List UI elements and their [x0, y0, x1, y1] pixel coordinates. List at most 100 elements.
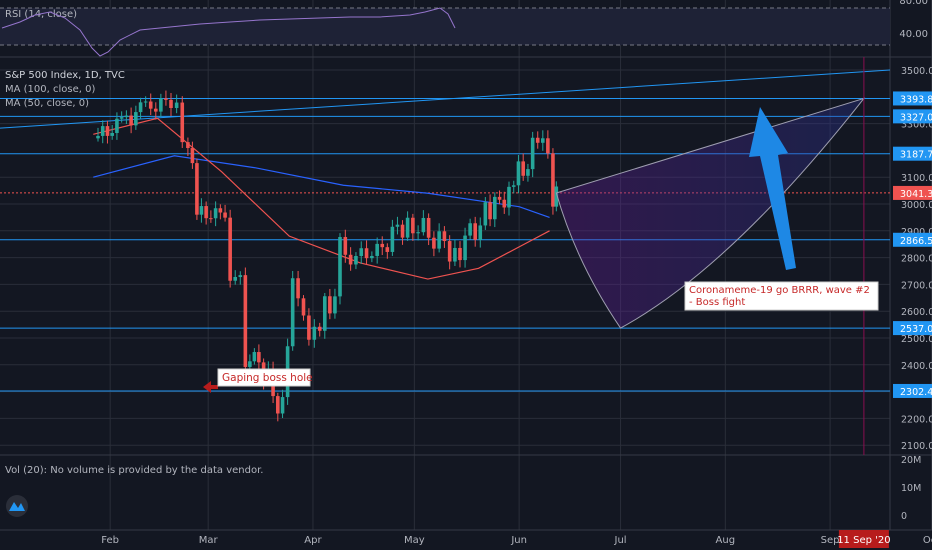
- candle-body: [301, 298, 306, 316]
- candles: [96, 90, 559, 422]
- candle-body: [511, 185, 516, 187]
- level-price-badge[interactable]: [893, 232, 932, 247]
- rsi-line: [1, 7, 456, 57]
- trend-line[interactable]: [0, 69, 891, 129]
- candle-body: [317, 326, 322, 331]
- rsi-band: [0, 8, 890, 45]
- level-price-label: 2866.5: [900, 236, 932, 247]
- price-tick-label: 2800.0: [901, 254, 932, 265]
- candle-body: [554, 186, 559, 207]
- price-tick-label: 2400.0: [901, 361, 932, 372]
- price-axis[interactable]: 80.00 40.00 3500.0 3300.0 3100.0 3000.0 2900.0…: [893, 0, 932, 522]
- legend-ma100: MA (100, close, 0): [5, 84, 95, 95]
- time-axis[interactable]: Feb Mar Apr May Jun Jul Aug Sep Oct 11 Sep '20: [101, 530, 932, 548]
- current-price-label: 3041.3: [900, 189, 932, 200]
- volume-tick-label: 0: [901, 511, 907, 522]
- candle-body: [338, 237, 342, 297]
- candle-body: [426, 217, 431, 238]
- wave-callout-box[interactable]: [684, 281, 879, 311]
- candle-body: [134, 112, 138, 126]
- level-price-label: 3187.7: [900, 150, 932, 161]
- candle-body: [280, 397, 285, 414]
- wave-callout-text: Coronameme-19 go BRRR, wave #2: [689, 285, 870, 296]
- hole-callout-text: Gaping boss hole: [222, 372, 313, 384]
- candle-body: [411, 217, 415, 234]
- price-tick-label: 2100.0: [901, 441, 932, 452]
- candle-body: [252, 352, 257, 362]
- candle-body: [483, 202, 488, 226]
- candle-body: [209, 218, 213, 220]
- candle-body: [159, 98, 163, 112]
- tradingview-logo[interactable]: [6, 495, 28, 517]
- candle-body: [364, 248, 369, 259]
- projection-fan[interactable]: [555, 97, 866, 329]
- candle-body: [421, 217, 426, 233]
- candle-body: [380, 243, 385, 248]
- candle-body: [174, 102, 179, 108]
- panel-separators: [0, 0, 932, 531]
- time-tick-label: Oct: [923, 535, 932, 546]
- price-tick-label: 2700.0: [901, 280, 932, 291]
- candle-body: [100, 126, 105, 136]
- time-tick-label: Feb: [101, 535, 119, 546]
- candle-body: [390, 226, 395, 252]
- candle-body: [96, 135, 100, 139]
- time-tick-label: Jul: [614, 535, 627, 546]
- moving-averages: [93, 117, 550, 280]
- candle-body: [478, 225, 483, 240]
- rsi-label: RSI (14, close): [5, 9, 77, 20]
- volume-label: Vol (20): No volume is provided by the d…: [5, 465, 263, 476]
- trend-line: [0, 69, 891, 129]
- level-price-badge[interactable]: [893, 109, 932, 124]
- hole-callout-box[interactable]: [217, 368, 311, 387]
- candle-body: [442, 231, 447, 242]
- volume-panel[interactable]: Vol (20): No volume is provided by the d…: [5, 465, 263, 517]
- candle-body: [223, 212, 227, 218]
- level-price-label: 2302.4: [900, 387, 932, 398]
- candle-body: [238, 275, 243, 277]
- candle-body: [164, 98, 168, 100]
- candle-body: [516, 161, 521, 186]
- price-panel[interactable]: Gaping boss hole Coronameme-19 go BRRR, w…: [0, 57, 891, 455]
- price-tick-label: 3300.0: [901, 120, 932, 131]
- candle-body: [343, 237, 348, 255]
- legend-ma50: MA (50, close, 0): [5, 98, 89, 109]
- price-tick-label: 3100.0: [901, 173, 932, 184]
- candle-body: [348, 254, 353, 265]
- price-tick-label: 2200.0: [901, 414, 932, 425]
- candle-body: [541, 138, 545, 143]
- volume-tick-label: 10M: [901, 483, 921, 494]
- candle-body: [124, 115, 129, 118]
- time-tick-label: May: [404, 535, 425, 546]
- current-price-badge[interactable]: [893, 185, 932, 200]
- rsi-panel[interactable]: RSI (14, close): [0, 7, 890, 57]
- candle-body: [416, 232, 420, 234]
- candle-body: [400, 224, 405, 238]
- candle-body: [432, 237, 436, 249]
- time-tick-label: Jun: [510, 535, 527, 546]
- price-tick-label: 3000.0: [901, 200, 932, 211]
- candle-body: [502, 199, 507, 208]
- candle-body: [138, 102, 143, 113]
- price-tick-label: 2600.0: [901, 307, 932, 318]
- candle-body: [447, 241, 452, 262]
- price-tick-label: 2900.0: [901, 227, 932, 238]
- candle-body: [535, 137, 540, 143]
- candle-body: [143, 101, 148, 103]
- volume-tick-label: 20M: [901, 455, 921, 466]
- level-price-badge[interactable]: [893, 321, 932, 336]
- level-price-badge[interactable]: [893, 383, 932, 398]
- candle-body: [195, 163, 199, 215]
- level-price-label: 3393.8: [900, 94, 932, 105]
- candle-body: [218, 208, 223, 213]
- candle-body: [312, 326, 317, 340]
- candle-body: [119, 117, 124, 119]
- level-price-badge[interactable]: [893, 91, 932, 106]
- candle-body: [458, 247, 462, 261]
- level-price-badge[interactable]: [893, 146, 932, 161]
- candle-body: [322, 296, 327, 331]
- candle-body: [530, 137, 535, 170]
- date-highlight-badge[interactable]: [838, 530, 889, 548]
- candle-body: [257, 352, 261, 363]
